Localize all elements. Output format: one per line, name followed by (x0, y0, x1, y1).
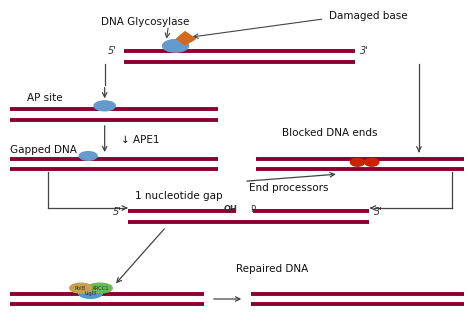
Text: AP site: AP site (27, 93, 62, 103)
Text: P: P (250, 206, 255, 214)
Ellipse shape (350, 158, 365, 166)
Ellipse shape (79, 152, 97, 160)
Ellipse shape (79, 288, 102, 298)
Ellipse shape (88, 283, 112, 293)
Text: 3': 3' (374, 207, 383, 217)
Text: 3': 3' (360, 46, 369, 57)
Text: DNA Glycosylase: DNA Glycosylase (100, 17, 189, 27)
Text: PolB: PolB (75, 286, 86, 291)
Text: XRCC1: XRCC1 (91, 286, 109, 291)
Text: LigIII: LigIII (84, 291, 97, 296)
Text: End processors: End processors (249, 183, 328, 193)
Ellipse shape (70, 283, 92, 293)
Text: 1 nucleotide gap: 1 nucleotide gap (136, 191, 223, 201)
Ellipse shape (365, 158, 379, 166)
Ellipse shape (94, 101, 115, 111)
Text: ↓ APE1: ↓ APE1 (121, 135, 160, 145)
Text: Blocked DNA ends: Blocked DNA ends (282, 128, 377, 138)
Text: Damaged base: Damaged base (329, 11, 408, 21)
Text: 5': 5' (112, 207, 121, 217)
Text: Repaired DNA: Repaired DNA (237, 264, 309, 274)
Text: 5': 5' (108, 46, 117, 57)
Ellipse shape (163, 40, 189, 52)
Text: OH: OH (223, 206, 237, 214)
Text: Gapped DNA: Gapped DNA (10, 145, 77, 155)
Polygon shape (176, 32, 195, 45)
